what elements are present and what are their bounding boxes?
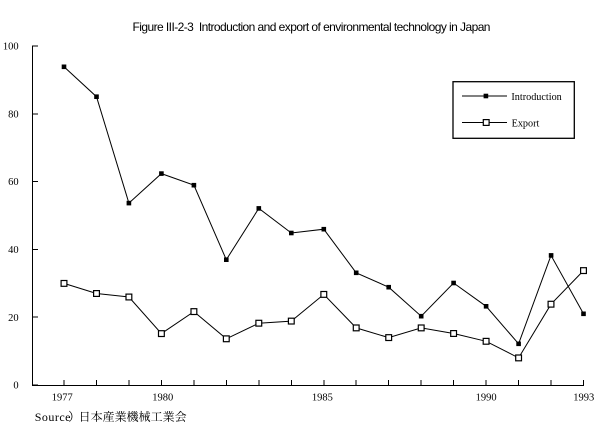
svg-text:Export: Export (512, 118, 540, 129)
svg-text:40: 40 (8, 245, 19, 256)
svg-text:0: 0 (13, 381, 18, 392)
svg-text:1985: 1985 (312, 392, 333, 403)
svg-text:60: 60 (8, 177, 19, 188)
svg-text:100: 100 (3, 42, 19, 53)
svg-text:Figure III-2-3 Introduction a: Figure III-2-3 Introduction and export o… (133, 20, 491, 34)
svg-text:1977: 1977 (52, 392, 73, 403)
svg-text:1993: 1993 (573, 392, 594, 403)
svg-text:1980: 1980 (152, 392, 173, 403)
svg-text:Introduction: Introduction (511, 92, 561, 103)
svg-text:20: 20 (8, 313, 19, 324)
svg-text:1990: 1990 (476, 392, 497, 403)
svg-text:Source: Source (35, 410, 71, 424)
svg-text:80: 80 (8, 109, 19, 120)
